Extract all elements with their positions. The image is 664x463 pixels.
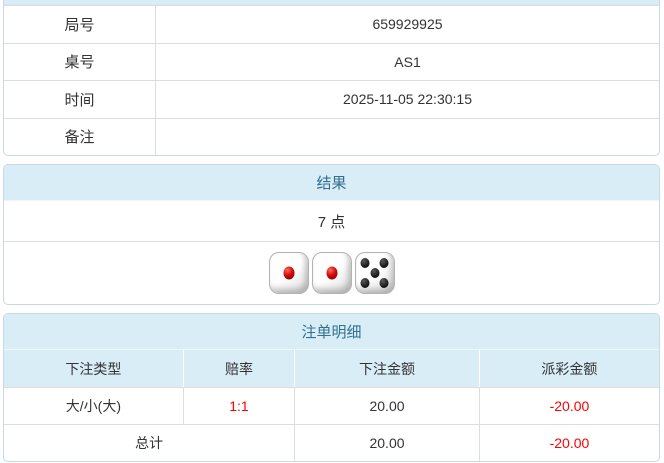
time-value: 2025-11-05 22:30:15 [343,91,472,108]
die-pip [360,258,370,268]
clipped-header-strip [4,0,659,5]
bets-column-header-row: 下注类型 赔率 下注金额 派彩金额 [4,350,659,387]
table-row-round: 局号 659929925 [4,5,659,43]
die-pip [379,258,389,268]
die-pip [326,266,337,280]
die-1-face-1 [268,252,309,294]
round-id-value: 659929925 [372,16,443,33]
col-header-odds: 赔率 [182,350,294,387]
time-label: 时间 [4,81,156,118]
die-pip [360,278,370,288]
die-pip [379,278,389,288]
table-row-remark: 备注 [4,117,659,156]
bet-details-header: 注单明细 [4,314,659,350]
die-3-face-5 [354,252,395,294]
result-header: 结果 [4,165,659,201]
bet-amount-value: 20.00 [294,388,479,424]
table-row-table: 桌号 AS1 [4,42,659,80]
die-2-face-1 [311,252,352,294]
game-info-panel: 局号 659929925 桌号 AS1 时间 2025-11-05 22:30:… [3,0,660,156]
result-panel: 结果 7 点 [3,164,660,305]
odds-value: 1:1 [182,388,294,424]
dice-row [4,242,659,304]
col-header-bet-amount: 下注金额 [294,350,479,387]
remark-value [156,119,659,156]
die-pip [370,268,379,278]
payout-value: -20.00 [478,388,659,424]
table-row-total: 总计 20.00 -20.00 [4,424,659,461]
bet-details-panel: 注单明细 下注类型 赔率 下注金额 派彩金额 大/小(大) 1:1 20.00 … [3,313,660,462]
table-id-value: AS1 [394,53,421,70]
total-label: 总计 [135,435,164,451]
remark-label: 备注 [4,118,156,155]
result-points: 7 点 [4,201,659,242]
table-row-time: 时间 2025-11-05 22:30:15 [4,80,659,118]
table-row-bet: 大/小(大) 1:1 20.00 -20.00 [4,387,659,424]
round-id-label: 局号 [4,6,156,43]
total-bet-amount: 20.00 [294,425,479,461]
table-id-label: 桌号 [4,43,156,80]
bet-type-value: 大/小(大) [65,398,122,414]
total-payout: -20.00 [478,425,659,461]
col-header-payout: 派彩金额 [478,350,659,387]
die-pip [283,266,294,280]
col-header-bet-type: 下注类型 [65,360,122,377]
